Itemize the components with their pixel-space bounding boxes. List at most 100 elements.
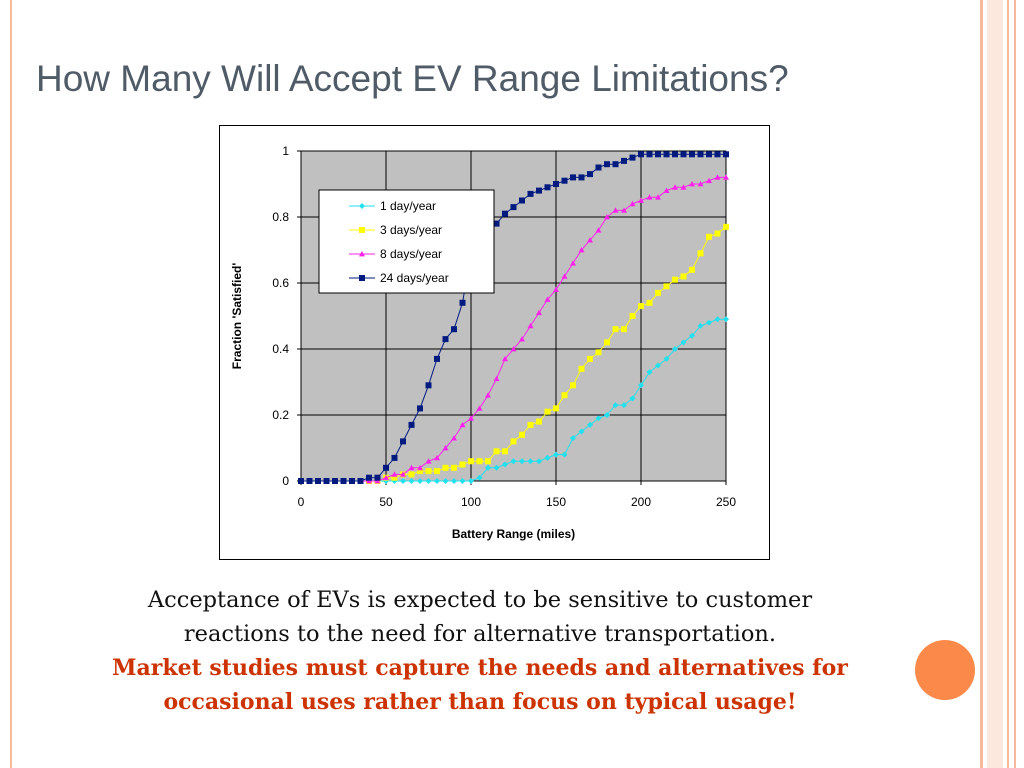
series-2-point-21 (476, 405, 483, 411)
series-1-point-40 (638, 303, 644, 310)
series-2-point-23 (493, 375, 500, 382)
series-3-point-35 (595, 164, 602, 171)
series-3-point-11 (391, 454, 398, 461)
series-1-point-13 (408, 471, 415, 478)
series-0-point-45 (680, 339, 687, 346)
series-0-point-13 (408, 478, 415, 484)
series-2-point-18 (451, 435, 457, 441)
series-2-point-42 (655, 194, 661, 200)
series-1-point-26 (519, 431, 525, 438)
series-1-point-43 (663, 283, 670, 290)
series-3-point-47 (697, 151, 704, 158)
series-2-point-33 (578, 247, 585, 253)
series-0-point-43 (663, 355, 670, 362)
series-1-point-50 (723, 223, 729, 230)
series-0-point-47 (697, 322, 704, 329)
series-0-point-34 (587, 421, 593, 428)
series-2-point-31 (561, 273, 568, 279)
series-2-point-28 (536, 309, 542, 316)
series-0-point-21 (476, 474, 483, 481)
series-0-point-17 (442, 478, 449, 484)
series-1-point-49 (714, 230, 721, 237)
frame-line-right-2 (1007, 0, 1009, 768)
series-1-point-33 (578, 365, 585, 372)
series-3-point-15 (425, 382, 432, 389)
y-tick-label-5: 1 (282, 144, 289, 158)
series-0-point-31 (561, 451, 568, 458)
series-1-point-19 (459, 461, 466, 468)
series-2-point-37 (612, 207, 619, 213)
series-3-point-44 (672, 151, 678, 158)
series-2-point-38 (621, 207, 627, 213)
series-3-point-32 (570, 174, 576, 181)
legend-box (318, 189, 495, 294)
series-2-point-45 (680, 184, 687, 190)
series-2-point-13 (408, 464, 415, 471)
series-0-point-50 (723, 316, 729, 323)
series-3-point-24 (502, 210, 508, 217)
series-0-point-30 (553, 451, 559, 458)
body-line-1: Acceptance of EVs is expected to be sens… (147, 587, 813, 613)
series-2-point-11 (391, 471, 398, 477)
series-0-point-18 (451, 478, 457, 484)
series-1-point-42 (655, 289, 661, 296)
legend-label-0: 1 day/year (380, 199, 436, 213)
series-3-point-27 (527, 190, 534, 197)
series-2-point-10 (383, 474, 389, 481)
x-tick-label-1: 50 (379, 495, 393, 509)
series-2-point-46 (689, 181, 695, 187)
series-0-point-19 (459, 478, 466, 484)
series-2-point-17 (442, 445, 449, 451)
series-1-point-35 (595, 349, 602, 356)
series-3-point-0 (298, 478, 304, 484)
series-2-point-36 (604, 214, 610, 220)
series-0-point-12 (400, 478, 406, 484)
legend-label-1: 3 days/year (380, 223, 442, 237)
series-1-point-30 (553, 405, 559, 412)
series-0-point-27 (527, 458, 534, 465)
series-2-point-34 (587, 237, 593, 243)
series-3-point-50 (723, 151, 729, 158)
series-3-point-10 (383, 464, 389, 471)
series-3-point-1 (306, 478, 313, 484)
series-3-point-2 (315, 478, 321, 484)
side-stripe (987, 0, 1003, 768)
series-2-point-22 (485, 392, 491, 398)
series-1-point-27 (527, 421, 534, 428)
series-3-point-13 (408, 421, 415, 428)
series-3-point-23 (493, 220, 500, 227)
series-3-point-30 (553, 181, 559, 187)
series-0-point-23 (493, 464, 500, 471)
series-3-point-3 (323, 478, 330, 484)
series-1-point-22 (485, 458, 491, 465)
series-3-point-40 (638, 151, 644, 158)
series-0-point-22 (485, 464, 491, 471)
emphasis-line-2: occasional uses rather than focus on typ… (163, 689, 797, 715)
emphasis-line-1: Market studies must capture the needs an… (112, 655, 848, 681)
series-0-point-38 (621, 402, 627, 409)
series-0-point-37 (612, 402, 619, 409)
series-1-point-14 (417, 468, 423, 475)
series-2-point-41 (646, 194, 653, 200)
series-0-point-28 (536, 458, 542, 465)
series-3-point-43 (663, 151, 670, 158)
body-line-2: reactions to the need for alternative tr… (183, 621, 777, 647)
series-1-point-21 (476, 458, 483, 465)
series-1-point-15 (425, 468, 432, 475)
series-0-point-33 (578, 428, 585, 435)
series-0-point-48 (706, 319, 712, 326)
series-3-point-16 (434, 355, 440, 362)
series-2-point-35 (595, 227, 602, 233)
series-0-point-26 (519, 458, 525, 465)
series-1-point-46 (689, 266, 695, 273)
legend-marker-2 (359, 251, 365, 257)
series-3-point-7 (357, 478, 364, 484)
chart-svg: 0 0.2 0.4 0.6 0.8 1 0 50 100 150 200 250 Battery Ran… (230, 144, 736, 541)
series-1-point-34 (587, 355, 593, 362)
series-1-point-39 (629, 313, 636, 319)
x-tick-label-3: 150 (546, 495, 566, 509)
series-0-point-25 (510, 458, 517, 465)
series-2-point-12 (400, 471, 406, 477)
x-tick-label-4: 200 (631, 495, 651, 509)
y-tick-label-3: 0.6 (272, 276, 289, 290)
